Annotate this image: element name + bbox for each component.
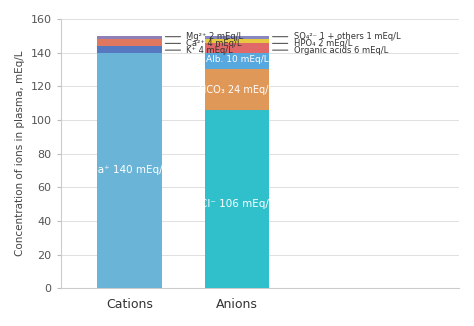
Bar	[98, 46, 162, 53]
Text: Ca²⁺ 4 mEq/L: Ca²⁺ 4 mEq/L	[186, 39, 242, 48]
Text: Cl⁻ 106 mEq/L: Cl⁻ 106 mEq/L	[200, 199, 274, 209]
Text: K⁺ 4 mEq/L: K⁺ 4 mEq/L	[186, 46, 233, 55]
Text: HPO₄ 2 mEq/L: HPO₄ 2 mEq/L	[293, 39, 352, 48]
Y-axis label: Concentration of ions in plasma, mEq/L: Concentration of ions in plasma, mEq/L	[15, 51, 25, 256]
Text: Na⁺ 140 mEq/L: Na⁺ 140 mEq/L	[91, 166, 169, 175]
Bar	[98, 36, 162, 39]
Text: Mg²⁺ 2 mEq/L: Mg²⁺ 2 mEq/L	[186, 32, 244, 41]
Bar	[98, 39, 162, 46]
Text: Alb. 10 mEq/L: Alb. 10 mEq/L	[206, 55, 268, 64]
Text: HCO₃ 24 mEq/L: HCO₃ 24 mEq/L	[200, 85, 274, 95]
Bar	[205, 36, 269, 39]
Bar	[205, 110, 269, 288]
Bar	[205, 39, 269, 43]
Text: Organic acids 6 mEq/L: Organic acids 6 mEq/L	[293, 46, 388, 55]
Bar	[205, 69, 269, 110]
Bar	[98, 53, 162, 288]
Bar	[205, 43, 269, 53]
Bar	[205, 53, 269, 69]
Text: SO₄²⁻ 1 + others 1 mEq/L: SO₄²⁻ 1 + others 1 mEq/L	[293, 32, 400, 41]
